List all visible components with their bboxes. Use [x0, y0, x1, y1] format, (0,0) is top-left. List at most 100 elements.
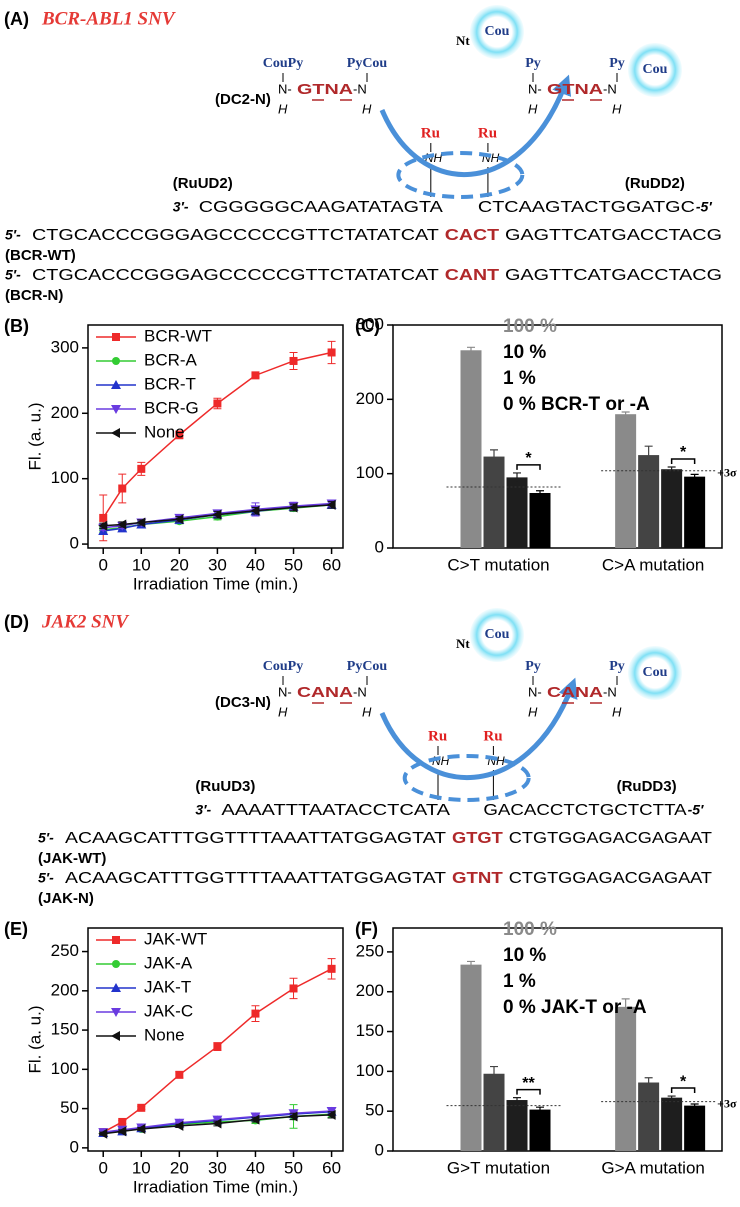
marker	[289, 984, 298, 993]
sequence: GAGTTCATGACCTACG	[505, 227, 722, 244]
error-bar	[690, 473, 699, 479]
bar-chart: (C) 0 100 200 300 C>T mutation * C>A mutation +3…	[355, 314, 737, 574]
marker	[326, 1109, 336, 1120]
x-tick-label: C>T mutation	[447, 555, 549, 574]
legend-label: JAK-T	[144, 977, 191, 996]
legend-label: JAK-A	[144, 953, 193, 972]
error-bar	[513, 472, 522, 482]
marker	[112, 357, 120, 365]
marker	[111, 1031, 120, 1041]
error-bar	[644, 445, 653, 465]
py-label: CouPy	[263, 56, 303, 71]
diagram: (D) JAK2 SNV 5′- ACAAGCATTTGGTTTTAAATTATGGA…	[4, 608, 712, 907]
panel-title: JAK2 SNV	[41, 611, 129, 632]
x-axis-title: Irradiation Time (min.)	[133, 1177, 298, 1196]
y-tick-label: 200	[356, 389, 384, 408]
y-axis-title: Fl. (a. u.)	[25, 1005, 44, 1073]
panel-title: BCR-ABL1 SNV	[41, 8, 176, 29]
x-tick-label: 40	[246, 555, 265, 574]
legend-label: 10 %	[503, 342, 546, 363]
transfer-arrow	[379, 74, 572, 177]
strand-end: 5′-	[38, 870, 54, 886]
marker	[327, 964, 336, 973]
error-bar	[513, 1097, 522, 1103]
sequence: CTGCACCCGGGAGCCCCCGTTCTATATCAT	[32, 267, 439, 284]
x-tick-label: C>A mutation	[602, 555, 705, 574]
y-tick-label: 150	[356, 1021, 384, 1040]
h-label: H	[528, 101, 538, 116]
error-bar	[667, 1095, 676, 1100]
marker	[118, 484, 127, 493]
coumarin-glow	[628, 43, 682, 97]
py-label: Py	[525, 56, 541, 71]
marker	[212, 1115, 223, 1125]
snv-site: GTNT	[452, 870, 503, 887]
panel-label: (D)	[4, 612, 29, 632]
marker	[98, 1128, 108, 1139]
y-tick-label: 100	[51, 1059, 79, 1078]
threshold-label: +3σ	[717, 1096, 737, 1110]
linker: N-	[528, 684, 542, 699]
snv-site: CANT	[445, 267, 500, 284]
x-tick-label: 30	[208, 555, 227, 574]
x-tick-label: 50	[284, 555, 303, 574]
bar	[529, 492, 551, 548]
strand-end: 5′-	[5, 227, 21, 243]
linker: -N	[353, 81, 367, 96]
py-label: Py	[609, 659, 625, 674]
bar	[638, 1082, 660, 1151]
marker	[117, 1126, 127, 1137]
x-tick-label: 50	[284, 1158, 303, 1177]
h-label: H	[362, 704, 372, 719]
strand-end: 3′-	[173, 199, 189, 215]
marker	[99, 513, 108, 522]
sequence: ACAAGCATTTGGTTTTAAATTATGGAGTAT	[65, 870, 446, 887]
bar	[506, 477, 528, 548]
y-axis-title: Fl. (a. u.)	[25, 402, 44, 470]
py-label: PyCou	[347, 659, 388, 674]
plot-frame	[392, 324, 723, 549]
py-label: CouPy	[263, 659, 303, 674]
legend-label: BCR-WT	[144, 326, 212, 345]
marker	[137, 1103, 146, 1112]
legend-label: JAK-WT	[144, 929, 207, 948]
y-tick-label: 100	[51, 468, 79, 487]
x-tick-label: 60	[322, 555, 341, 574]
y-tick-label: 100	[356, 463, 384, 482]
y-tick-label: 250	[51, 941, 79, 960]
marker	[137, 464, 146, 473]
x-tick-label: 20	[170, 1158, 189, 1177]
series-line	[102, 351, 332, 519]
y-tick-label: 200	[51, 403, 79, 422]
marker	[111, 405, 121, 414]
legend-label: 100 %	[503, 316, 557, 337]
bar	[638, 455, 660, 548]
sequence: CGGGGGCAAGATATAGTA	[199, 199, 443, 216]
marker	[112, 960, 120, 968]
marker	[111, 380, 121, 389]
x-tick-label: 0	[98, 555, 107, 574]
y-tick-label: 50	[60, 1098, 79, 1117]
nt-label: Nt	[456, 33, 470, 48]
line-chart: (B) 0 100 200 300 0 10 20 30 40 50 60 Irradiation Ti…	[4, 316, 344, 593]
marker	[213, 399, 222, 408]
marker	[111, 428, 120, 438]
significance-label: *	[525, 450, 532, 467]
marker	[111, 1008, 121, 1017]
sequence: CTGCACCCGGGAGCCCCCGTTCTATATCAT	[32, 227, 439, 244]
strand-name: (BCR-WT)	[5, 247, 76, 264]
legend-label: 0 % JAK-T or -A	[503, 997, 647, 1018]
probe-core: CANA	[547, 684, 603, 701]
sequence: AAAATTTAATACCTCATA	[221, 802, 450, 819]
legend-label: 1 %	[503, 971, 536, 992]
marker	[212, 509, 222, 520]
ru-label: Ru	[421, 125, 440, 141]
cou-label: Cou	[485, 24, 510, 39]
strand-end: 5′-	[5, 267, 21, 283]
sequence: CTGTGGAGACGAGAAT	[509, 870, 712, 887]
marker	[213, 1042, 222, 1051]
strand-end: -5′	[696, 199, 712, 215]
coumarin-glow	[628, 646, 682, 700]
sequence: CTCAAGTACTGGATGC	[478, 199, 695, 216]
